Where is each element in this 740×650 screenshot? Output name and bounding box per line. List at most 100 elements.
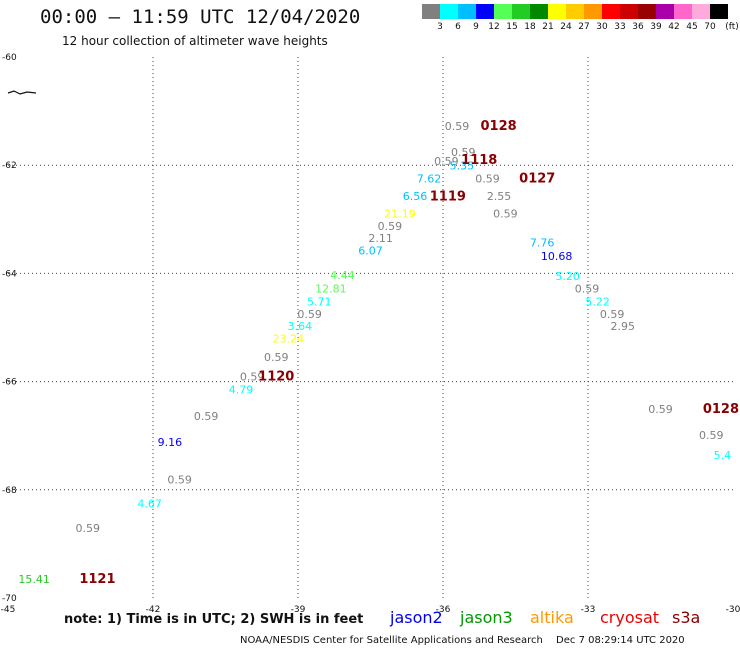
- wave-height-label: 0.59: [297, 308, 322, 321]
- legend-label: 33: [614, 22, 626, 32]
- legend-label: 6: [455, 22, 461, 32]
- footer-note: note: 1) Time is in UTC; 2) SWH is in fe…: [64, 612, 364, 627]
- satellite-label-altika: altika: [530, 608, 574, 627]
- wave-height-label: 0.59: [378, 220, 403, 233]
- wave-height-label: 0.59: [194, 410, 219, 423]
- pass-time-label: 1118: [461, 153, 497, 168]
- legend-swatch: [494, 4, 512, 19]
- y-tick-label: -68: [2, 486, 17, 496]
- wave-height-label: 0.59: [575, 282, 600, 295]
- legend-swatch: [602, 4, 620, 19]
- pass-time-label: 1120: [258, 370, 294, 385]
- y-tick-label: -64: [2, 269, 17, 279]
- legend-swatch: [440, 4, 458, 19]
- wave-height-label: 4.44: [330, 269, 355, 282]
- legend-label: 18: [524, 22, 536, 32]
- legend-label: 42: [668, 22, 680, 32]
- legend-label: 15: [506, 22, 518, 32]
- wave-height-label: 0.59: [699, 429, 724, 442]
- chart-title: 00:00 – 11:59 UTC 12/04/2020: [40, 6, 361, 28]
- legend-unit: (ft): [725, 22, 739, 32]
- legend-swatch: [548, 4, 566, 19]
- legend-swatch: [458, 4, 476, 19]
- pass-time-label: 1119: [430, 189, 466, 204]
- coastline-icon: [7, 90, 37, 95]
- wave-height-label: 0.59: [648, 403, 673, 416]
- legend-swatch: [512, 4, 530, 19]
- wave-height-label: 0.59: [475, 173, 500, 186]
- wave-height-label: 7.76: [530, 236, 555, 249]
- legend-label: 45: [686, 22, 698, 32]
- legend-swatch: [584, 4, 602, 19]
- wave-height-label: 9.16: [158, 436, 183, 449]
- wave-height-label: 0.59: [76, 522, 101, 535]
- wave-height-label: 23.24: [273, 333, 305, 346]
- y-tick-label: -70: [2, 594, 17, 604]
- legend-swatch: [422, 4, 440, 19]
- wave-height-label: 4.67: [137, 498, 162, 511]
- wave-height-label: 0.59: [451, 146, 476, 159]
- wave-height-label: 5.22: [585, 295, 610, 308]
- wave-height-label: 0.59: [167, 473, 192, 486]
- wave-height-label: 2.55: [487, 190, 512, 203]
- chart-subtitle: 12 hour collection of altimeter wave hei…: [62, 34, 328, 48]
- satellite-label-cryosat: cryosat: [600, 608, 660, 627]
- legend-swatch: [638, 4, 656, 19]
- legend-label: 9: [473, 22, 479, 32]
- pass-time-label: 0127: [519, 172, 555, 187]
- y-tick-label: -62: [2, 161, 17, 171]
- wave-height-label: 7.62: [417, 173, 442, 186]
- satellite-label-jason2: jason2: [390, 608, 443, 627]
- legend-swatch: [476, 4, 494, 19]
- legend-label: 12: [488, 22, 500, 32]
- legend-swatch: [530, 4, 548, 19]
- wave-height-label: 0.59: [493, 208, 518, 221]
- wave-height-label: 2.95: [611, 320, 636, 333]
- timestamp-text: Dec 7 08:29:14 UTC 2020: [556, 635, 685, 646]
- footer-credit: NOAA/NESDIS Center for Satellite Applica…: [240, 635, 685, 646]
- wave-height-label: 5.20: [555, 270, 580, 283]
- wave-height-label: 5.35: [450, 160, 475, 173]
- y-tick-label: -66: [2, 378, 17, 388]
- x-tick-label: -45: [1, 605, 16, 615]
- satellite-label-s3a: s3a: [672, 608, 701, 627]
- wave-height-label: 6.07: [358, 244, 383, 257]
- pass-time-label: 0128: [480, 119, 516, 134]
- x-tick-label: -39: [291, 605, 306, 615]
- legend-swatch: [566, 4, 584, 19]
- legend-label: 24: [560, 22, 572, 32]
- legend-swatch: [710, 4, 728, 19]
- pass-time-label: 0128: [703, 402, 739, 417]
- wave-height-label: 5.4: [714, 449, 732, 462]
- wave-height-label: 0.59: [264, 351, 289, 364]
- wave-height-label: 0.59: [240, 371, 265, 384]
- legend-swatch: [620, 4, 638, 19]
- legend-label: 21: [542, 22, 554, 32]
- legend-swatch: [674, 4, 692, 19]
- y-tick-label: -60: [2, 53, 17, 63]
- legend-label: 36: [632, 22, 644, 32]
- color-scale-legend: [422, 4, 728, 19]
- wave-height-label: 6.56: [403, 190, 428, 203]
- x-tick-label: -30: [726, 605, 740, 615]
- wave-height-label: 4.79: [229, 384, 254, 397]
- wave-height-label: 0.59: [434, 155, 459, 168]
- wave-height-label: 5.71: [307, 295, 332, 308]
- wave-height-label: 0.59: [600, 308, 625, 321]
- wave-height-label: 3.64: [288, 320, 313, 333]
- legend-swatch: [692, 4, 710, 19]
- legend-label: 30: [596, 22, 608, 32]
- wave-height-label: 15.41: [18, 573, 50, 586]
- legend-label: 27: [578, 22, 590, 32]
- x-tick-label: -33: [581, 605, 596, 615]
- legend-swatch: [656, 4, 674, 19]
- wave-height-label: 21.19: [384, 208, 416, 221]
- legend-label: 39: [650, 22, 662, 32]
- legend-label: 3: [437, 22, 443, 32]
- credit-text: NOAA/NESDIS Center for Satellite Applica…: [240, 635, 543, 646]
- wave-height-label: 2.11: [368, 232, 393, 245]
- x-tick-label: -36: [436, 605, 451, 615]
- wave-height-label: 12.81: [315, 282, 347, 295]
